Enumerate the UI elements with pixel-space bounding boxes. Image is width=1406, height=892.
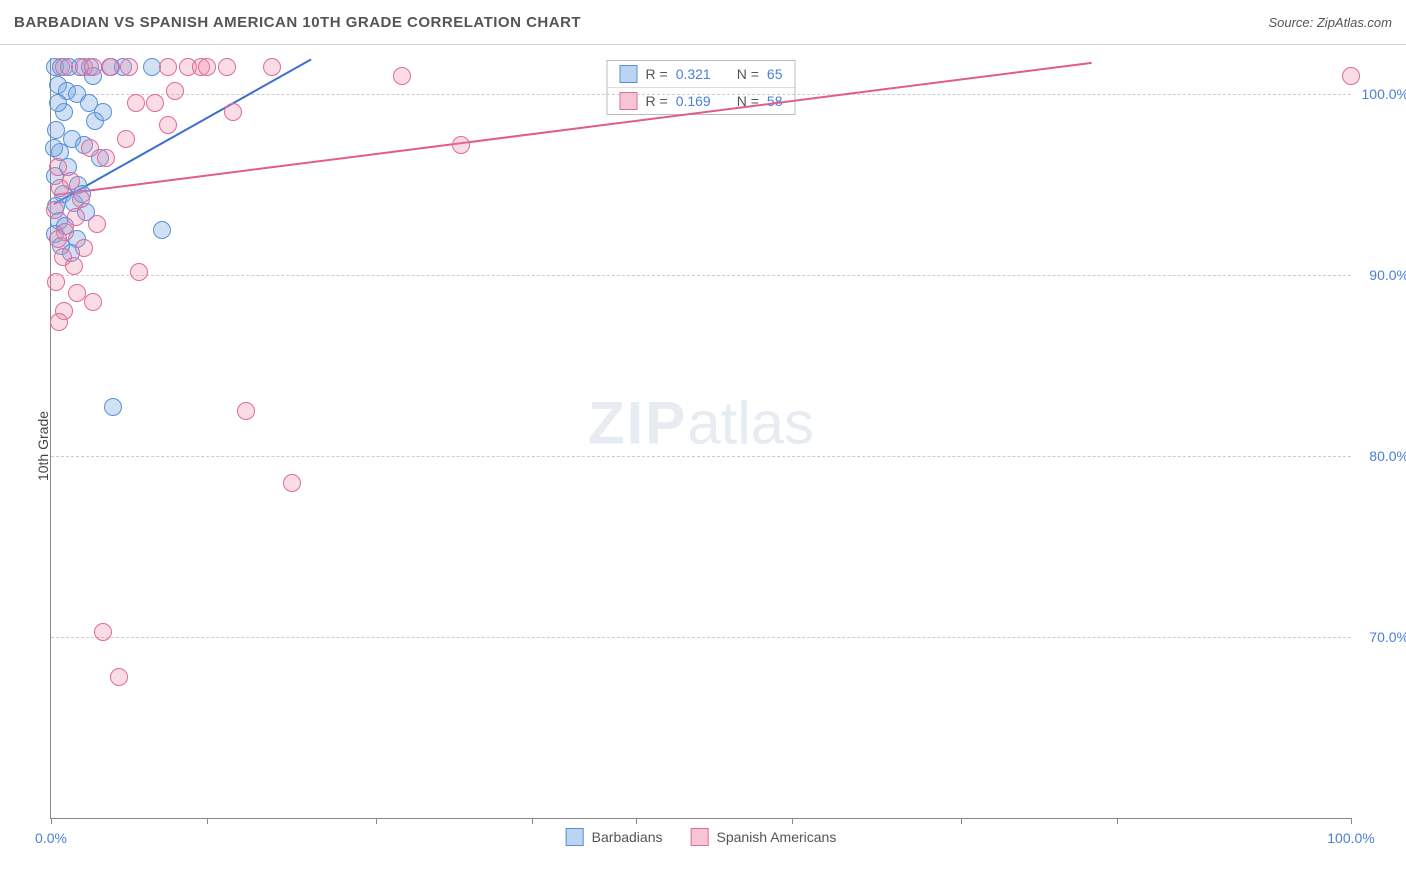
data-point-spanish bbox=[166, 82, 184, 100]
y-tick-label: 90.0% bbox=[1357, 267, 1406, 283]
data-point-barbadians bbox=[104, 398, 122, 416]
legend-row-spanish: R = 0.169 N = 58 bbox=[608, 88, 795, 114]
y-tick-label: 100.0% bbox=[1357, 86, 1406, 102]
gridline bbox=[51, 637, 1351, 638]
data-point-spanish bbox=[46, 201, 64, 219]
data-point-spanish bbox=[94, 623, 112, 641]
data-point-barbadians bbox=[45, 139, 63, 157]
data-point-spanish bbox=[49, 230, 67, 248]
data-point-spanish bbox=[159, 116, 177, 134]
x-tick bbox=[376, 818, 377, 824]
x-tick bbox=[207, 818, 208, 824]
x-tick-label: 0.0% bbox=[35, 830, 67, 846]
data-point-spanish bbox=[452, 136, 470, 154]
data-point-spanish bbox=[88, 215, 106, 233]
legend-row-barbadians: R = 0.321 N = 65 bbox=[608, 61, 795, 88]
y-tick-label: 80.0% bbox=[1357, 448, 1406, 464]
data-point-spanish bbox=[49, 158, 67, 176]
data-point-barbadians bbox=[153, 221, 171, 239]
data-point-spanish bbox=[237, 402, 255, 420]
data-point-spanish bbox=[65, 257, 83, 275]
y-axis-label: 10th Grade bbox=[35, 411, 51, 481]
data-point-spanish bbox=[47, 273, 65, 291]
series-legend: Barbadians Spanish Americans bbox=[566, 828, 837, 846]
chart-title: BARBADIAN VS SPANISH AMERICAN 10TH GRADE… bbox=[14, 14, 581, 31]
swatch-blue bbox=[620, 65, 638, 83]
correlation-legend: R = 0.321 N = 65 R = 0.169 N = 58 bbox=[607, 60, 796, 115]
data-point-spanish bbox=[1342, 67, 1360, 85]
data-point-spanish bbox=[72, 190, 90, 208]
data-point-spanish bbox=[130, 263, 148, 281]
x-tick-label: 100.0% bbox=[1327, 830, 1374, 846]
data-point-spanish bbox=[51, 179, 69, 197]
gridline bbox=[51, 456, 1351, 457]
gridline bbox=[51, 275, 1351, 276]
x-tick bbox=[1117, 818, 1118, 824]
chart-source: Source: ZipAtlas.com bbox=[1268, 15, 1392, 30]
x-tick bbox=[792, 818, 793, 824]
data-point-spanish bbox=[55, 58, 73, 76]
data-point-spanish bbox=[97, 149, 115, 167]
scatter-plot-area: ZIPatlas R = 0.321 N = 65 R = 0.169 N = … bbox=[50, 58, 1351, 819]
data-point-spanish bbox=[101, 58, 119, 76]
data-point-spanish bbox=[84, 293, 102, 311]
data-point-spanish bbox=[198, 58, 216, 76]
x-tick bbox=[51, 818, 52, 824]
data-point-barbadians bbox=[49, 94, 67, 112]
data-point-spanish bbox=[159, 58, 177, 76]
data-point-barbadians bbox=[94, 103, 112, 121]
legend-item-barbadians: Barbadians bbox=[566, 828, 663, 846]
watermark: ZIPatlas bbox=[588, 388, 814, 457]
data-point-spanish bbox=[75, 239, 93, 257]
x-tick bbox=[532, 818, 533, 824]
data-point-spanish bbox=[218, 58, 236, 76]
trend-line-spanish bbox=[53, 62, 1091, 196]
data-point-spanish bbox=[146, 94, 164, 112]
swatch-pink bbox=[690, 828, 708, 846]
data-point-spanish bbox=[117, 130, 135, 148]
legend-item-spanish: Spanish Americans bbox=[690, 828, 836, 846]
swatch-blue bbox=[566, 828, 584, 846]
y-tick-label: 70.0% bbox=[1357, 629, 1406, 645]
data-point-spanish bbox=[283, 474, 301, 492]
data-point-spanish bbox=[50, 313, 68, 331]
data-point-spanish bbox=[224, 103, 242, 121]
x-tick bbox=[961, 818, 962, 824]
data-point-spanish bbox=[263, 58, 281, 76]
data-point-spanish bbox=[84, 58, 102, 76]
chart-header: BARBADIAN VS SPANISH AMERICAN 10TH GRADE… bbox=[0, 0, 1406, 45]
data-point-spanish bbox=[127, 94, 145, 112]
x-tick bbox=[636, 818, 637, 824]
data-point-spanish bbox=[110, 668, 128, 686]
data-point-spanish bbox=[120, 58, 138, 76]
data-point-spanish bbox=[393, 67, 411, 85]
x-tick bbox=[1351, 818, 1352, 824]
